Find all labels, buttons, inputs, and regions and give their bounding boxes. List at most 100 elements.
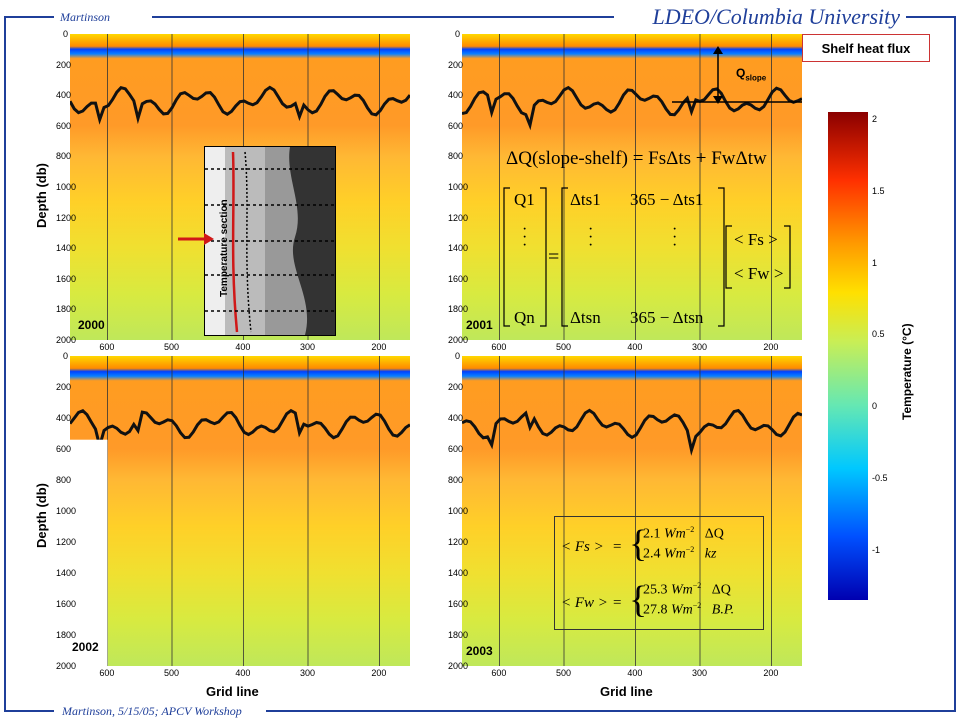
frame-bottom-left — [4, 710, 54, 712]
matrix-fw: < Fw > — [734, 264, 784, 283]
ytick: 1400 — [448, 243, 469, 254]
fw-label: < Fw > — [561, 595, 608, 611]
ytick: 600 — [56, 444, 72, 454]
xtick: 600 — [99, 342, 115, 352]
ytick: 1800 — [56, 304, 77, 315]
colorbar-tick: 0 — [872, 401, 878, 412]
ytick: 2000 — [448, 661, 469, 671]
matrix-qn: Qn — [514, 308, 535, 327]
header-institution: LDEO/Columbia University — [652, 4, 901, 29]
ytick: 200 — [56, 382, 72, 392]
ytick: 0 — [62, 351, 68, 361]
xtick: 400 — [235, 668, 251, 678]
year-label-2001: 2001 — [466, 318, 493, 332]
section-panel-2001 — [462, 34, 802, 340]
xtick: 600 — [491, 342, 507, 352]
qslope-marker — [672, 44, 802, 111]
ytick: 1600 — [56, 599, 77, 609]
ytick: 1800 — [448, 630, 469, 640]
frame-top-left — [4, 16, 54, 18]
xtick: 500 — [164, 342, 180, 352]
inset-map-graphic — [205, 147, 335, 335]
ytick: 800 — [56, 151, 72, 162]
header-author: Martinson — [60, 10, 111, 24]
ylabel-top: Depth (db) — [34, 163, 49, 228]
ytick: 1200 — [56, 212, 77, 223]
ytick: 1400 — [56, 568, 77, 578]
ytick: 1000 — [56, 182, 77, 192]
matrix-dots: · · · — [672, 221, 678, 254]
xtick: 500 — [556, 342, 572, 352]
ytick: 1000 — [448, 506, 469, 516]
ytick: 1200 — [448, 212, 469, 223]
fs-label: < Fs > — [561, 539, 604, 555]
xtick: 400 — [627, 342, 643, 352]
ytick: 0 — [62, 29, 68, 39]
colorbar-tick: 1.5 — [872, 185, 885, 196]
qslope-label: Qslope — [736, 66, 767, 83]
fs-row1: 2.1 Wm−2 ΔQ — [643, 525, 724, 542]
xtick: 600 — [491, 668, 507, 678]
heat-flux-equation: ΔQ(slope-shelf) = FsΔts + FwΔtw — [506, 148, 767, 169]
frame-top-right — [906, 16, 956, 18]
ytick: 0 — [454, 351, 460, 361]
fw-equals: = — [613, 595, 622, 611]
matrix-dt1: Δts1 — [570, 190, 601, 209]
ytick: 400 — [56, 90, 72, 101]
colorbar-label: Temperature (°C) — [900, 323, 914, 420]
inset-map: Temperature section — [204, 146, 336, 336]
ylabel-bottom: Depth (db) — [34, 483, 49, 548]
ytick: 400 — [448, 413, 464, 423]
matrix-q1: Q1 — [514, 190, 535, 209]
ytick: 600 — [56, 120, 72, 131]
ytick: 2000 — [56, 335, 77, 345]
ytick: 1000 — [56, 506, 77, 516]
ytick: 1800 — [56, 630, 77, 640]
temperature-colorbar — [828, 112, 868, 600]
fs-row2: 2.4 Wm−2 kz — [643, 545, 717, 562]
ytick: 200 — [56, 59, 72, 70]
xtick: 300 — [692, 668, 708, 678]
ytick: 400 — [56, 413, 72, 423]
xtick: 200 — [371, 342, 387, 352]
matrix-365-n: 365 − Δtsn — [630, 308, 704, 327]
xtick: 500 — [556, 668, 572, 678]
matrix-dots: · · · — [522, 221, 528, 254]
footer-citation: Martinson, 5/15/05; APCV Workshop — [62, 704, 242, 718]
fw-row2: 27.8 Wm−2 B.P. — [643, 601, 735, 618]
year-label-2000: 2000 — [78, 318, 105, 332]
flux-values-box: < Fs > = { 2.1 Wm−2 ΔQ 2.4 Wm−2 kz < Fw … — [554, 516, 764, 630]
matrix-dots: · · · — [588, 221, 594, 254]
matrix-equals: = — [548, 246, 560, 268]
ytick: 800 — [56, 475, 72, 485]
xtick: 200 — [371, 668, 387, 678]
ytick: 1600 — [448, 273, 469, 284]
ytick: 1000 — [448, 182, 469, 192]
matrix-365-1: 365 − Δts1 — [630, 190, 704, 209]
ytick: 800 — [448, 151, 464, 162]
ytick: 1200 — [448, 537, 469, 547]
colorbar-tick: 0.5 — [872, 329, 885, 340]
ytick: 1600 — [56, 273, 77, 284]
frame-top-mid — [152, 16, 614, 18]
fw-brace: { — [629, 579, 648, 621]
inset-label: Temperature section — [219, 199, 230, 297]
ytick: 2000 — [56, 661, 77, 671]
ytick: 600 — [448, 120, 464, 131]
xtick: 600 — [99, 668, 115, 678]
xtick: 300 — [692, 342, 708, 352]
ytick: 200 — [448, 382, 464, 392]
xlabel-right: Grid line — [600, 684, 653, 699]
frame-right — [954, 16, 956, 712]
ytick: 400 — [448, 90, 464, 101]
year-label-2002: 2002 — [72, 640, 99, 654]
xtick: 200 — [763, 668, 779, 678]
ytick: 1400 — [56, 243, 77, 254]
xtick: 500 — [164, 668, 180, 678]
colorbar-tick: -0.5 — [872, 473, 888, 483]
ytick: 1800 — [448, 304, 469, 315]
ytick: 1400 — [448, 568, 469, 578]
fs-equals: = — [613, 539, 622, 555]
frame-bottom-right — [266, 710, 956, 712]
ytick: 2000 — [448, 335, 469, 345]
